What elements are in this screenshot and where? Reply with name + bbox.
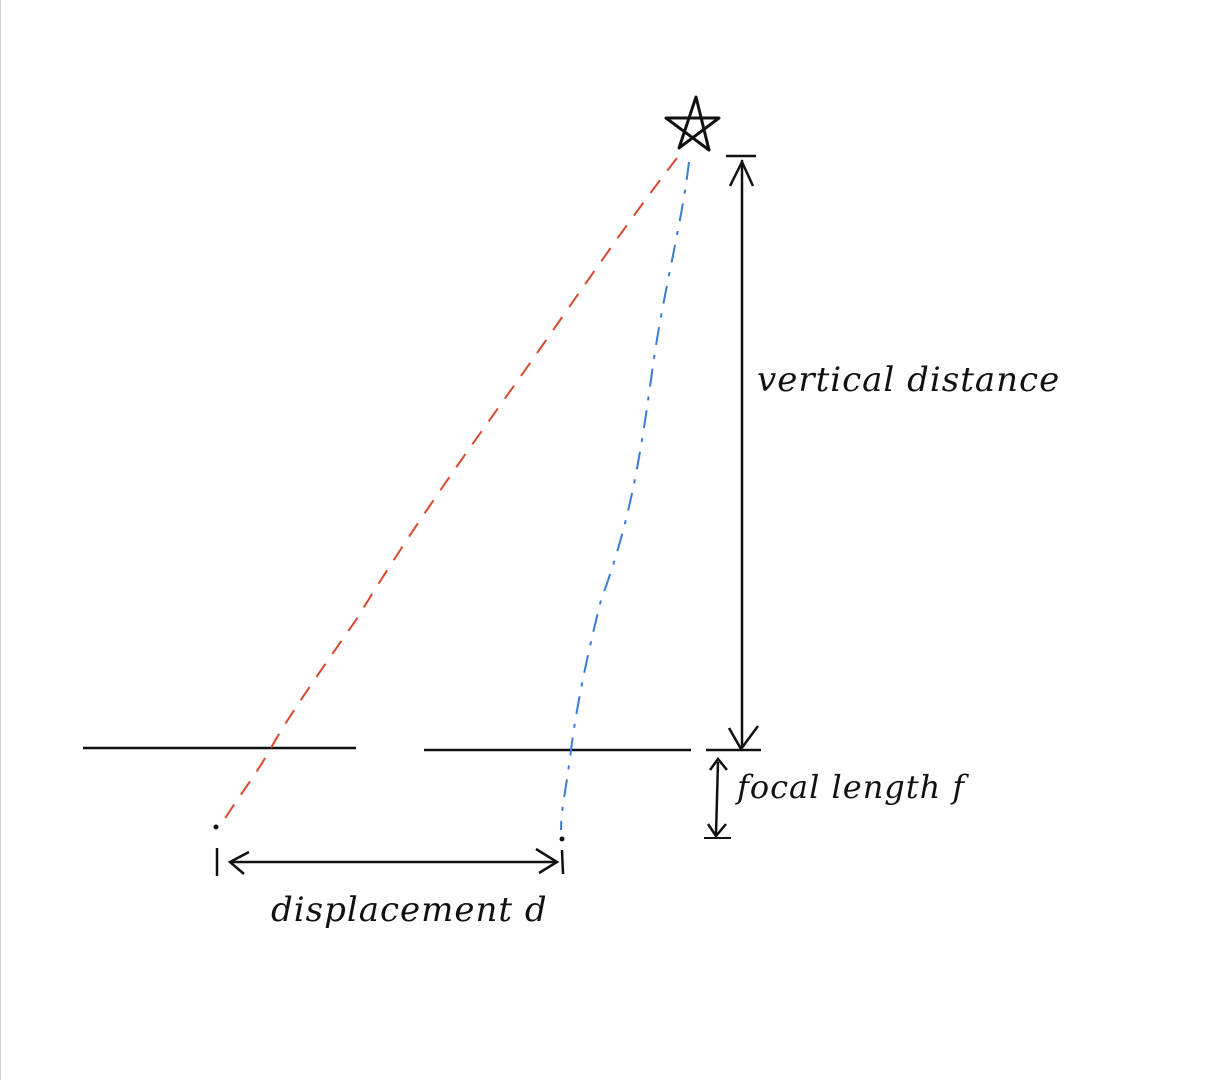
image-marker-right: [560, 849, 565, 875]
image-point-right: [559, 836, 565, 842]
displacement-arrowhead-right: [535, 847, 560, 875]
vertical-distance-arrowhead-bottom: [727, 725, 760, 752]
displacement-label: displacement d: [271, 890, 548, 930]
focal-length-arrowhead-top: [708, 756, 728, 771]
ray-left: [218, 157, 678, 829]
vertical-distance-arrowhead-top: [728, 159, 755, 187]
focal-length-arrowhead-bottom: [706, 823, 727, 839]
image-point-left: [213, 824, 219, 830]
focal-length-line: [714, 761, 720, 835]
ray-right: [560, 161, 690, 831]
displacement-arrowhead-left: [227, 850, 250, 875]
star-icon: [664, 95, 721, 152]
focal-length-label: focal length f: [737, 768, 966, 806]
vertical-distance-label: vertical distance: [757, 360, 1061, 400]
